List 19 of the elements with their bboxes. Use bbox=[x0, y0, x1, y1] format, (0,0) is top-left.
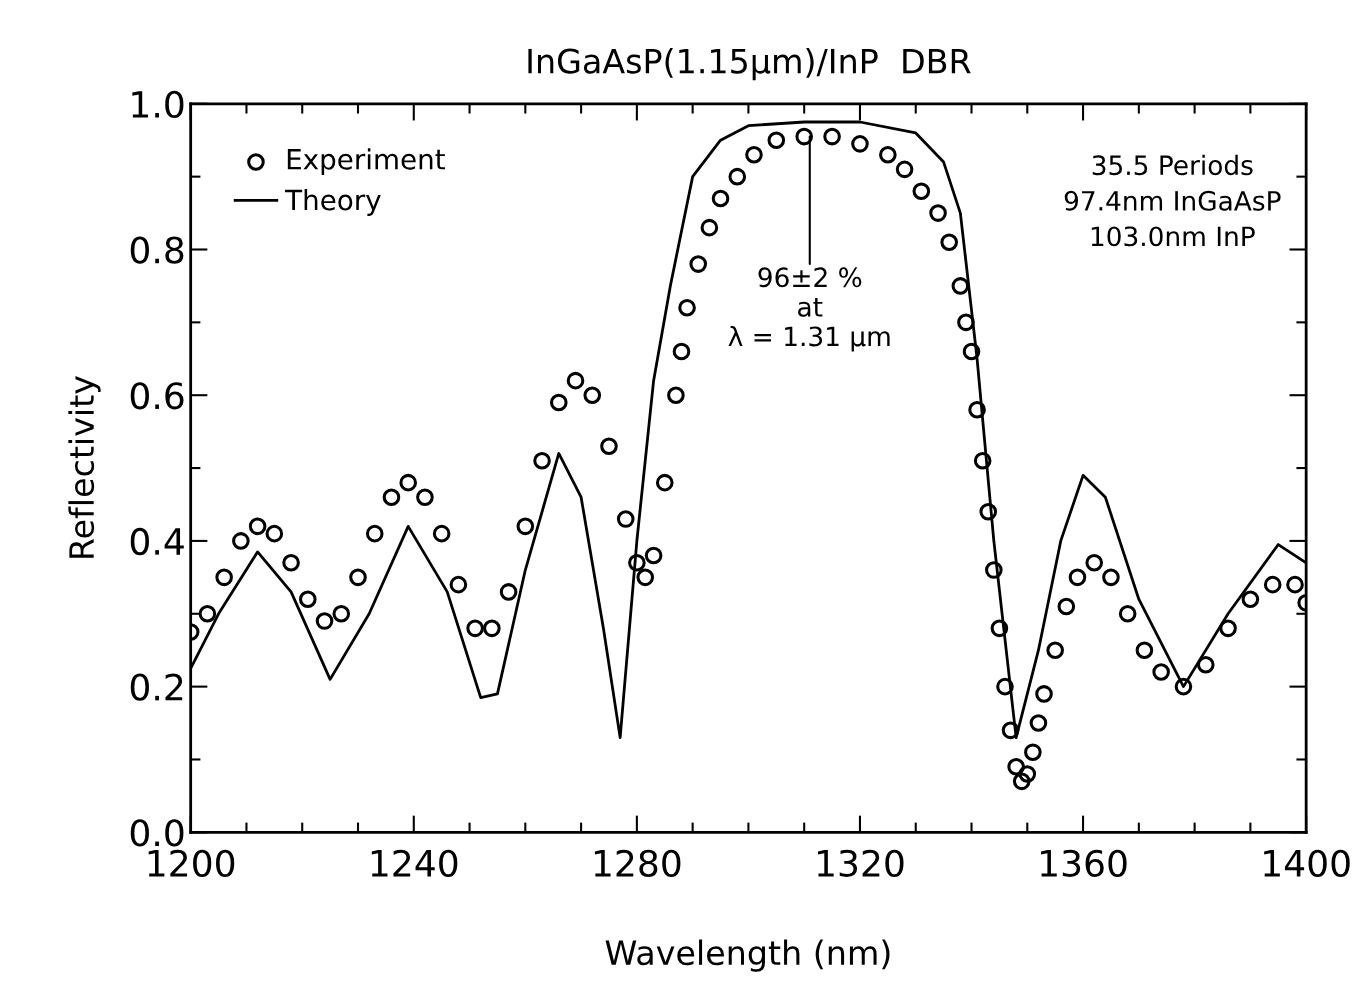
x-tick-label: 1400 bbox=[1264, 849, 1350, 877]
y-tick-label: 0.6 bbox=[130, 382, 184, 410]
y-tick-label: 0.4 bbox=[130, 527, 184, 556]
legend-label: Experiment bbox=[287, 148, 445, 176]
x-tick-label: 1200 bbox=[148, 849, 235, 877]
x-axis-title: Wavelength (nm) bbox=[605, 939, 890, 972]
legend-label: Theory bbox=[285, 189, 381, 216]
x-tick-label: 1280 bbox=[594, 849, 681, 877]
y-tick-label: 0.0 bbox=[130, 819, 184, 847]
y-tick-label: 0.8 bbox=[130, 236, 184, 264]
x-tick-label: 1320 bbox=[817, 849, 904, 877]
x-tick-label: 1240 bbox=[371, 849, 458, 877]
chart-title: InGaAsP(1.15μm)/InP DBR bbox=[528, 47, 971, 81]
y-tick-label: 0.2 bbox=[130, 673, 183, 701]
y-axis-title: Reflectivity bbox=[68, 376, 101, 558]
y-tick-label: 1.0 bbox=[132, 90, 184, 119]
annotation: 35.5 Periods 97.4nm InGaAsP 103.0nm InP bbox=[1064, 154, 1281, 247]
x-tick-label: 1360 bbox=[1041, 849, 1127, 877]
annotation: 96±2 % at λ = 1.31 μm bbox=[728, 267, 890, 352]
